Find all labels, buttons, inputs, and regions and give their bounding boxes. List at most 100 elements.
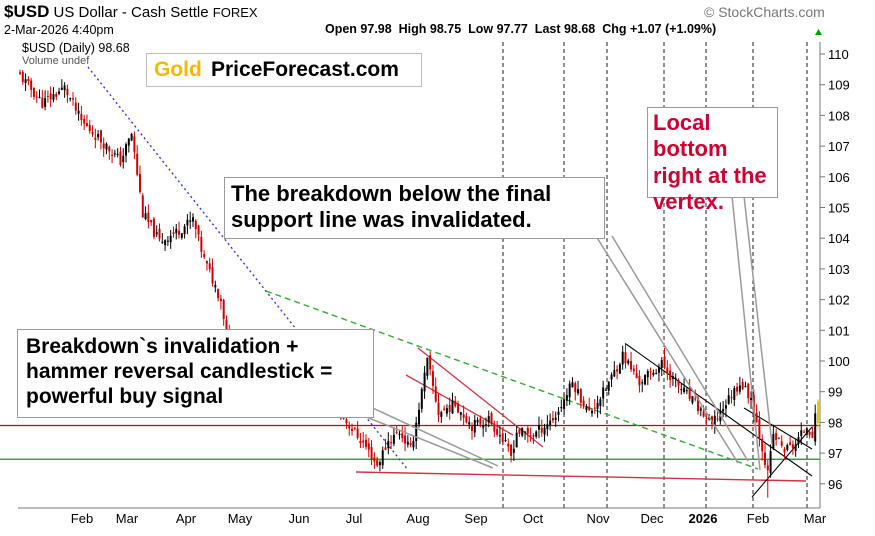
candle-body (644, 375, 647, 385)
candle-body (797, 437, 800, 444)
candle-body (203, 254, 206, 257)
candle-body (736, 386, 739, 392)
candle-body (772, 433, 775, 449)
wedge-lower-line (743, 407, 813, 450)
candle-body (786, 445, 789, 450)
buy-signal-text: Breakdown`s invalidation + hammer revers… (26, 335, 333, 409)
candle-body (376, 460, 379, 466)
candle-body (451, 400, 454, 414)
candle-body (91, 131, 94, 135)
candle-body (641, 382, 644, 384)
candle-body (780, 441, 783, 446)
candle-body (398, 433, 401, 436)
candle-body (501, 433, 504, 442)
candle-body (551, 417, 554, 421)
candle-body (183, 226, 186, 235)
candle-body (616, 369, 619, 372)
candle-body (390, 442, 393, 444)
candle-body (574, 383, 577, 393)
y-tick-label: 103 (828, 262, 850, 277)
candle-body (178, 230, 181, 235)
candle-body (24, 79, 27, 84)
chart-symbol: $USD (4, 2, 50, 21)
brand-priceforecast: PriceForecast.com (211, 58, 399, 81)
candle-body (484, 424, 487, 426)
candle-body (44, 98, 47, 107)
candle-body (384, 447, 387, 450)
y-tick-label: 96 (828, 477, 842, 492)
candle-body (133, 136, 136, 152)
candle-body (373, 457, 376, 462)
candle-body (437, 402, 440, 416)
candle-body (197, 225, 200, 235)
candle-body (55, 93, 58, 97)
candle-body (775, 432, 778, 440)
candle-body (429, 355, 432, 370)
candle-body (72, 98, 75, 100)
wedge-rising-line (751, 426, 813, 498)
candle-body (108, 146, 111, 152)
up-arrow-icon (815, 29, 822, 35)
candle-body (186, 219, 189, 226)
candle-body (97, 133, 100, 138)
candle-body (211, 267, 214, 284)
x-tick-label: Sep (464, 511, 487, 526)
candle-body (459, 412, 462, 415)
candle-body (32, 87, 35, 97)
candle-body (83, 118, 86, 124)
candle-body (789, 442, 792, 445)
candle-body (540, 427, 543, 433)
x-tick-labels: Feb Mar Apr May Jun Jul Aug Sep Oct Nov Dec 2026 Feb… (71, 511, 827, 526)
candle-body (440, 412, 443, 417)
candle-body (353, 427, 356, 429)
candle-body (225, 319, 228, 333)
buy-signal-callout: Breakdown`s invalidation + hammer revers… (17, 329, 374, 418)
candle-body (125, 144, 128, 156)
candle-body (498, 435, 501, 437)
candle-body (507, 443, 510, 447)
candle-body (635, 373, 638, 379)
candle-body (671, 376, 674, 379)
candle-body (351, 428, 354, 432)
x-tick-label: Jul (346, 511, 363, 526)
candle-body (599, 399, 602, 406)
y-tick-label: 99 (828, 385, 842, 400)
candle-body (582, 400, 585, 407)
candle-body (761, 438, 764, 452)
candle-body (69, 98, 72, 100)
candle-body (152, 218, 155, 237)
candle-body (401, 433, 404, 439)
candle-body (660, 360, 663, 368)
candle-body (144, 213, 147, 220)
x-tick-label: 2026 (689, 511, 718, 526)
candle-body (655, 372, 658, 374)
bottom-support-trendline (355, 471, 807, 482)
candle-body (733, 388, 736, 401)
candle-body (750, 397, 753, 401)
candle-body (77, 110, 80, 114)
candle-body (99, 130, 102, 143)
candle-body (504, 440, 507, 442)
candle-body (431, 371, 434, 386)
candle-body (85, 123, 88, 126)
candle-body (27, 79, 30, 81)
candle-body (119, 151, 122, 165)
candle-body (630, 361, 633, 370)
y-tick-labels: 96 97 98 99 100 101 102 103 104 105 106 107 108 109 11… (820, 47, 850, 492)
candle-body (685, 390, 688, 392)
pointer-b (611, 235, 749, 462)
y-tick-label: 108 (828, 108, 850, 123)
candle-body (465, 415, 468, 423)
candle-body (554, 417, 557, 420)
candle-body (724, 405, 727, 409)
candle-body (356, 428, 359, 439)
y-tick-label: 107 (828, 139, 850, 154)
x-tick-label: May (228, 511, 253, 526)
candle-body (362, 440, 365, 443)
candle-body (58, 91, 61, 94)
y-tick-label: 104 (828, 231, 850, 246)
candle-body (521, 428, 524, 436)
candle-body (817, 401, 819, 424)
